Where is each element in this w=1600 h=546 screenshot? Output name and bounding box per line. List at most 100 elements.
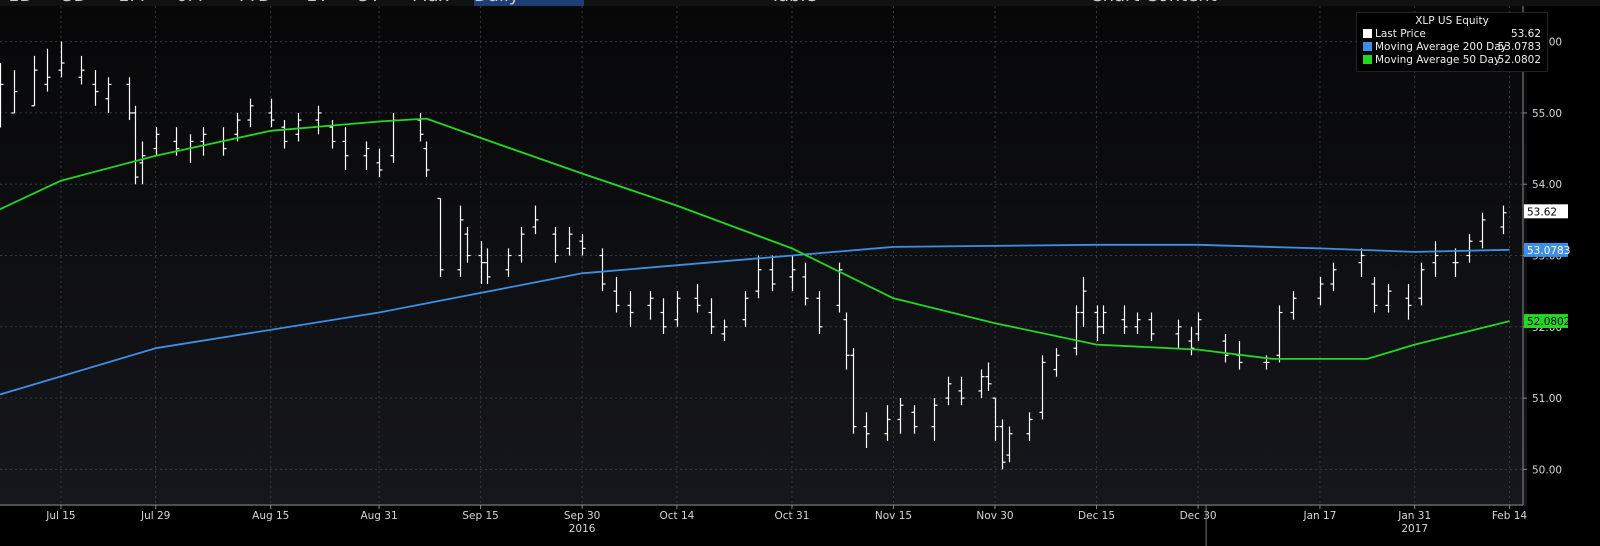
x-tick-label-jul-15: Jul 15 bbox=[45, 510, 75, 522]
price-bar-2016-08-10 bbox=[234, 112, 241, 142]
legend-entry-ma200: Moving Average 200 Day 53.0783 bbox=[1357, 41, 1547, 54]
topbar-item-1y[interactable]: 1Y bbox=[306, 0, 336, 6]
price-bar-2016-11-02 bbox=[802, 262, 809, 306]
topbar-item-ytd[interactable]: YTD bbox=[236, 0, 288, 6]
topbar-item-max[interactable]: Max bbox=[412, 0, 462, 6]
price-bar-2016-07-13 bbox=[44, 48, 51, 92]
price-bar-2016-10-10 bbox=[647, 291, 654, 320]
legend-value-last-price: 53.62 bbox=[1510, 28, 1541, 40]
price-bar-2016-12-19 bbox=[1121, 305, 1128, 334]
price-bar-2016-07-20 bbox=[92, 70, 99, 106]
topbar-item-5y[interactable]: 5Y bbox=[358, 0, 388, 6]
x-tick-label-feb-14: Feb 14 bbox=[1492, 510, 1528, 522]
price-bar-2016-10-12 bbox=[660, 298, 667, 334]
legend-label-last-price: Last Price bbox=[1375, 28, 1426, 40]
price-bar-2016-10-05 bbox=[613, 276, 620, 313]
topbar-item-chart-content[interactable]: Chart Content bbox=[1090, 0, 1290, 6]
price-bar-2016-10-28 bbox=[769, 255, 776, 292]
series-line-moving-average-50-day bbox=[0, 117, 1510, 360]
topbar-item-1d[interactable]: 1D bbox=[8, 0, 48, 6]
price-bar-2016-07-25 bbox=[126, 77, 133, 121]
legend-label-ma50: Moving Average 50 Day bbox=[1375, 54, 1501, 66]
x-tick-label-sep-15: Sep 15 bbox=[462, 510, 499, 522]
axis-value-label-53-62: 53.62 bbox=[1524, 204, 1568, 219]
price-bar-2016-12-21 bbox=[1134, 312, 1141, 334]
topbar-item-daily[interactable]: Daily bbox=[474, 0, 584, 6]
price-bar-2016-08-31 bbox=[376, 148, 383, 178]
price-bar-2016-12-27 bbox=[1175, 319, 1182, 349]
price-bar-2016-08-19 bbox=[295, 112, 302, 142]
price-bar-2016-12-13 bbox=[1080, 276, 1087, 327]
x-tick-label-jan-31: Jan 31 bbox=[1397, 510, 1431, 522]
price-bar-2016-07-27 bbox=[139, 141, 146, 185]
price-bar-2016-12-07 bbox=[1039, 355, 1046, 420]
price-bar-2017-01-30 bbox=[1405, 284, 1412, 320]
price-bar-2016-07-08 bbox=[11, 70, 18, 114]
price-bar-2016-12-23 bbox=[1148, 312, 1155, 342]
price-bar-2016-10-31 bbox=[789, 255, 796, 292]
price-bar-2016-09-09 bbox=[437, 197, 444, 277]
y-tick-label-51-00: 51.00 bbox=[1532, 393, 1562, 405]
topbar-item-table[interactable]: Table bbox=[770, 0, 850, 6]
price-bar-2016-08-22 bbox=[315, 105, 322, 135]
legend: XLP US Equity Last Price 53.62 Moving Ave… bbox=[1356, 12, 1548, 72]
price-bar-2017-02-06 bbox=[1452, 248, 1459, 277]
price-bar-2017-01-11 bbox=[1276, 305, 1283, 363]
price-bar-2016-11-25 bbox=[958, 376, 965, 406]
price-bar-2016-07-06 bbox=[0, 63, 4, 128]
price-bar-2016-10-24 bbox=[742, 291, 749, 327]
price-bar-2016-11-28 bbox=[978, 369, 985, 399]
series-line-moving-average-200-day bbox=[0, 243, 1510, 396]
price-bar-2016-11-21 bbox=[931, 398, 938, 441]
price-bar-2016-10-14 bbox=[674, 291, 681, 327]
price-bar-2016-11-04 bbox=[816, 291, 823, 334]
price-bar-2016-12-01 bbox=[999, 419, 1006, 470]
axis-value-label-bg bbox=[1524, 242, 1568, 257]
price-bar-2016-09-12 bbox=[457, 205, 464, 277]
x-tick-label-aug-15: Aug 15 bbox=[252, 510, 289, 522]
price-bar-2016-09-16 bbox=[484, 248, 491, 285]
x-tick-label-aug-31: Aug 31 bbox=[360, 510, 397, 522]
price-bar-2016-11-18 bbox=[911, 405, 918, 434]
legend-entry-ma50: Moving Average 50 Day 52.0802 bbox=[1357, 54, 1547, 67]
legend-entry-last-price: Last Price 53.62 bbox=[1357, 28, 1547, 41]
axis-value-label-text: 53.62 bbox=[1527, 206, 1557, 218]
price-bar-2016-10-19 bbox=[708, 298, 715, 334]
legend-swatch-ma200 bbox=[1363, 42, 1372, 51]
legend-label-ma200: Moving Average 200 Day bbox=[1375, 41, 1507, 53]
legend-swatch-last-price bbox=[1363, 29, 1372, 38]
price-bar-2016-11-29 bbox=[985, 362, 992, 391]
price-bar-2017-02-01 bbox=[1418, 262, 1425, 306]
price-bar-2016-11-11 bbox=[863, 412, 870, 448]
plot-area-background bbox=[0, 6, 1527, 506]
price-bar-2017-02-03 bbox=[1432, 241, 1439, 277]
y-tick-label-55-00: 55.00 bbox=[1532, 108, 1562, 120]
x-tick-label-oct-14: Oct 14 bbox=[659, 510, 694, 522]
price-bar-2016-12-02 bbox=[1006, 426, 1013, 463]
y-tick-label-54-00: 54.00 bbox=[1532, 179, 1562, 191]
price-bars bbox=[0, 41, 1507, 470]
topbar-item-3d[interactable]: 3D bbox=[62, 0, 102, 6]
axis-value-label-bg bbox=[1524, 204, 1568, 219]
price-bar-2016-07-29 bbox=[153, 127, 160, 156]
price-bar-2016-09-19 bbox=[505, 248, 512, 277]
price-bar-2016-09-28 bbox=[566, 226, 573, 256]
x-tick-label-jan-17: Jan 17 bbox=[1302, 510, 1336, 522]
price-bar-2017-01-03 bbox=[1222, 333, 1229, 363]
topbar-item-1m[interactable]: 1M bbox=[118, 0, 158, 6]
price-bar-2016-07-18 bbox=[78, 55, 85, 85]
year-label-2016: 2016 bbox=[569, 523, 596, 535]
price-bar-2016-12-29 bbox=[1188, 326, 1195, 356]
x-tick-label-oct-31: Oct 31 bbox=[775, 510, 810, 522]
price-bar-2017-01-13 bbox=[1290, 291, 1297, 320]
topbar-item-6m[interactable]: 6M bbox=[176, 0, 216, 6]
legend-swatch-ma50 bbox=[1363, 55, 1372, 64]
price-bar-2016-10-07 bbox=[627, 291, 634, 327]
price-bar-2017-01-17 bbox=[1317, 276, 1324, 306]
price-bar-2016-07-11 bbox=[31, 55, 38, 107]
price-bar-2016-09-15 bbox=[478, 241, 485, 285]
price-bar-2016-09-07 bbox=[423, 141, 430, 178]
price-bar-2016-09-30 bbox=[579, 234, 586, 256]
